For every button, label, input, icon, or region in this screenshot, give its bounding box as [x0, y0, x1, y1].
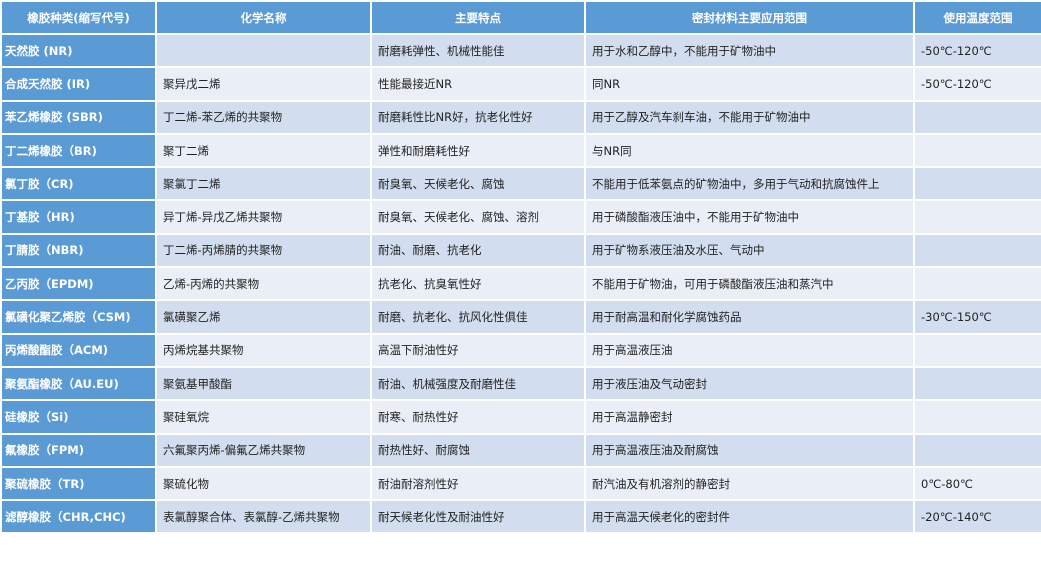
cell-application: 用于耐高温和耐化学腐蚀药品	[584, 299, 915, 335]
cell-application: 同NR	[584, 66, 915, 102]
cell-main-features: 高温下耐油性好	[370, 332, 586, 368]
cell-application: 不能用于低苯氨点的矿物油中，多用于气动和抗腐蚀件上	[584, 166, 915, 202]
cell-temperature: 0℃-80℃	[913, 465, 1041, 502]
cell-temperature: -30℃-150℃	[913, 299, 1041, 335]
header-temperature: 使用温度范围	[913, 0, 1041, 35]
cell-main-features: 耐油耐溶剂性好	[370, 465, 586, 502]
cell-temperature	[913, 132, 1041, 169]
cell-rubber-type: 聚氨酯橡胶（AU.EU)	[0, 365, 157, 402]
cell-rubber-type: 丁腈胶（NBR)	[0, 232, 157, 269]
cell-application: 用于液压油及气动密封	[584, 365, 915, 402]
cell-chemical-name: 丁二烯-苯乙烯的共聚物	[155, 99, 372, 135]
cell-rubber-type: 聚硫橡胶（TR)	[0, 465, 157, 502]
header-application: 密封材料主要应用范围	[584, 0, 915, 35]
table-row: 氟橡胶（FPM) 六氟聚丙烯-偏氟乙烯共聚物 耐热性好、耐腐蚀 用于高温液压油及耐腐蚀	[0, 432, 1041, 468]
table-row: 丁基胶（HR) 异丁烯-异戊乙烯共聚物 耐臭氧、天候老化、腐蚀、溶剂 用于磷酸酯液压油…	[0, 199, 1041, 235]
cell-main-features: 抗老化、抗臭氧性好	[370, 266, 586, 302]
table-row: 丙烯酸酯胶（ACM) 丙烯烷基共聚物 高温下耐油性好 用于高温液压油	[0, 332, 1041, 368]
cell-rubber-type: 丙烯酸酯胶（ACM)	[0, 332, 157, 368]
cell-application: 耐汽油及有机溶剂的静密封	[584, 465, 915, 502]
cell-temperature	[913, 432, 1041, 468]
cell-temperature	[913, 166, 1041, 202]
cell-rubber-type: 天然胶 (NR)	[0, 32, 157, 69]
cell-main-features: 耐油、机械强度及耐磨性佳	[370, 365, 586, 402]
cell-main-features: 弹性和耐磨耗性好	[370, 132, 586, 169]
header-chemical-name: 化学名称	[155, 0, 372, 35]
cell-chemical-name	[155, 32, 372, 69]
cell-chemical-name: 六氟聚丙烯-偏氟乙烯共聚物	[155, 432, 372, 468]
cell-application: 用于高温天候老化的密封件	[584, 499, 915, 535]
cell-chemical-name: 丙烯烷基共聚物	[155, 332, 372, 368]
cell-chemical-name: 聚硅氧烷	[155, 399, 372, 435]
cell-chemical-name: 聚硫化物	[155, 465, 372, 502]
cell-temperature	[913, 365, 1041, 402]
cell-main-features: 耐臭氧、天候老化、腐蚀、溶剂	[370, 199, 586, 235]
cell-application: 与NR同	[584, 132, 915, 169]
cell-application: 用于高温液压油	[584, 332, 915, 368]
cell-chemical-name: 聚氨基甲酸酯	[155, 365, 372, 402]
cell-temperature: -50℃-120℃	[913, 66, 1041, 102]
cell-chemical-name: 异丁烯-异戊乙烯共聚物	[155, 199, 372, 235]
table-row: 丁腈胶（NBR) 丁二烯-丙烯腈的共聚物 耐油、耐磨、抗老化 用于矿物系液压油及水压、…	[0, 232, 1041, 269]
cell-rubber-type: 合成天然胶 (IR)	[0, 66, 157, 102]
table-row: 聚氨酯橡胶（AU.EU) 聚氨基甲酸酯 耐油、机械强度及耐磨性佳 用于液压油及气动密封	[0, 365, 1041, 402]
header-row: 橡胶种类(缩写代号) 化学名称 主要特点 密封材料主要应用范围 使用温度范围	[0, 0, 1041, 35]
table-row: 丁二烯橡胶（BR) 聚丁二烯 弹性和耐磨耗性好 与NR同	[0, 132, 1041, 169]
cell-main-features: 耐油、耐磨、抗老化	[370, 232, 586, 269]
cell-rubber-type: 氯丁胶（CR)	[0, 166, 157, 202]
cell-application: 用于高温液压油及耐腐蚀	[584, 432, 915, 468]
cell-rubber-type: 氯磺化聚乙烯胶（CSM)	[0, 299, 157, 335]
table-row: 苯乙烯橡胶 (SBR) 丁二烯-苯乙烯的共聚物 耐磨耗性比NR好，抗老化性好 用于乙醇…	[0, 99, 1041, 135]
header-rubber-type: 橡胶种类(缩写代号)	[0, 0, 157, 35]
table-row: 滤醇橡胶（CHR,CHC) 表氯醇聚合体、表氯醇-乙烯共聚物 耐天候老化性及耐油性好…	[0, 499, 1041, 535]
cell-rubber-type: 丁基胶（HR)	[0, 199, 157, 235]
cell-temperature	[913, 99, 1041, 135]
cell-chemical-name: 丁二烯-丙烯腈的共聚物	[155, 232, 372, 269]
cell-main-features: 耐寒、耐热性好	[370, 399, 586, 435]
table-row: 天然胶 (NR) 耐磨耗弹性、机械性能佳 用于水和乙醇中，不能用于矿物油中 -50℃-…	[0, 32, 1041, 69]
table-row: 聚硫橡胶（TR) 聚硫化物 耐油耐溶剂性好 耐汽油及有机溶剂的静密封 0℃-80℃	[0, 465, 1041, 502]
cell-rubber-type: 丁二烯橡胶（BR)	[0, 132, 157, 169]
cell-chemical-name: 表氯醇聚合体、表氯醇-乙烯共聚物	[155, 499, 372, 535]
cell-rubber-type: 苯乙烯橡胶 (SBR)	[0, 99, 157, 135]
table-row: 氯丁胶（CR) 聚氯丁二烯 耐臭氧、天候老化、腐蚀 不能用于低苯氨点的矿物油中，多用于…	[0, 166, 1041, 202]
rubber-seal-materials-table: 橡胶种类(缩写代号) 化学名称 主要特点 密封材料主要应用范围 使用温度范围 天…	[0, 0, 1041, 535]
cell-application: 用于磷酸酯液压油中，不能用于矿物油中	[584, 199, 915, 235]
cell-application: 用于乙醇及汽车刹车油，不能用于矿物油中	[584, 99, 915, 135]
cell-main-features: 耐臭氧、天候老化、腐蚀	[370, 166, 586, 202]
cell-rubber-type: 氟橡胶（FPM)	[0, 432, 157, 468]
cell-chemical-name: 聚异戊二烯	[155, 66, 372, 102]
header-main-features: 主要特点	[370, 0, 586, 35]
cell-temperature	[913, 399, 1041, 435]
cell-temperature: -20℃-140℃	[913, 499, 1041, 535]
cell-rubber-type: 硅橡胶（Si)	[0, 399, 157, 435]
table-row: 氯磺化聚乙烯胶（CSM) 氯磺聚乙烯 耐磨、抗老化、抗风化性俱佳 用于耐高温和耐化学腐…	[0, 299, 1041, 335]
cell-main-features: 耐磨耗弹性、机械性能佳	[370, 32, 586, 69]
cell-application: 用于矿物系液压油及水压、气动中	[584, 232, 915, 269]
cell-temperature	[913, 266, 1041, 302]
cell-main-features: 耐磨耗性比NR好，抗老化性好	[370, 99, 586, 135]
cell-chemical-name: 氯磺聚乙烯	[155, 299, 372, 335]
cell-main-features: 耐热性好、耐腐蚀	[370, 432, 586, 468]
table-row: 硅橡胶（Si) 聚硅氧烷 耐寒、耐热性好 用于高温静密封	[0, 399, 1041, 435]
cell-temperature	[913, 232, 1041, 269]
cell-chemical-name: 聚氯丁二烯	[155, 166, 372, 202]
cell-chemical-name: 聚丁二烯	[155, 132, 372, 169]
cell-application: 用于高温静密封	[584, 399, 915, 435]
table-row: 乙丙胶（EPDM) 乙烯-丙烯的共聚物 抗老化、抗臭氧性好 不能用于矿物油，可用于磷酸…	[0, 266, 1041, 302]
cell-main-features: 耐天候老化性及耐油性好	[370, 499, 586, 535]
cell-application: 不能用于矿物油，可用于磷酸酯液压油和蒸汽中	[584, 266, 915, 302]
cell-rubber-type: 乙丙胶（EPDM)	[0, 266, 157, 302]
table-row: 合成天然胶 (IR) 聚异戊二烯 性能最接近NR 同NR -50℃-120℃	[0, 66, 1041, 102]
cell-main-features: 耐磨、抗老化、抗风化性俱佳	[370, 299, 586, 335]
cell-temperature	[913, 199, 1041, 235]
cell-main-features: 性能最接近NR	[370, 66, 586, 102]
cell-rubber-type: 滤醇橡胶（CHR,CHC)	[0, 499, 157, 535]
cell-temperature	[913, 332, 1041, 368]
cell-chemical-name: 乙烯-丙烯的共聚物	[155, 266, 372, 302]
cell-temperature: -50℃-120℃	[913, 32, 1041, 69]
cell-application: 用于水和乙醇中，不能用于矿物油中	[584, 32, 915, 69]
